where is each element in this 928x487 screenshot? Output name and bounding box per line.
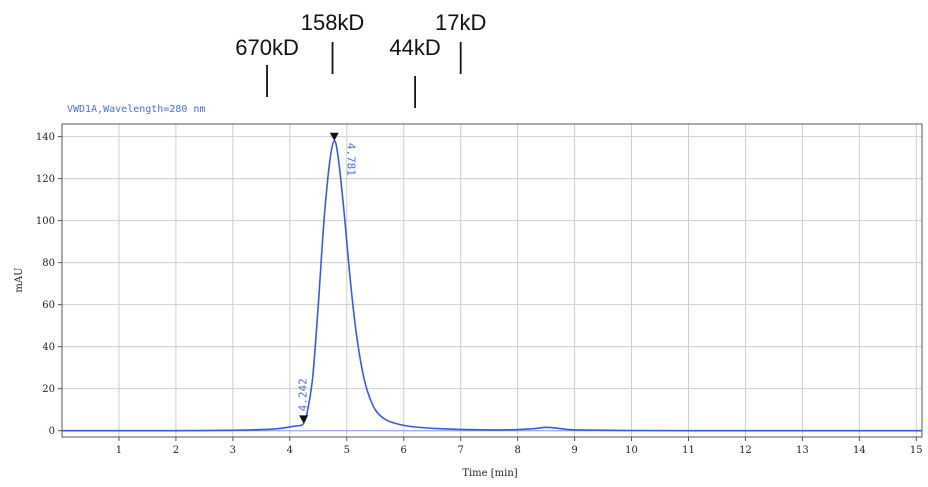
- x-tick-label: 8: [514, 445, 520, 456]
- x-tick-label: 5: [344, 445, 350, 456]
- y-axis-title: mAU: [14, 267, 25, 292]
- y-tick-label: 120: [36, 174, 55, 185]
- peak-marker: [329, 132, 339, 141]
- grid-layer: [62, 124, 922, 437]
- x-tick-label: 3: [230, 445, 236, 456]
- x-tick-label: 11: [682, 445, 695, 456]
- y-tick-label: 0: [49, 426, 55, 437]
- peak-marker: [299, 415, 309, 424]
- x-tick-label: 12: [739, 445, 752, 456]
- size-marker-label: 670kD: [235, 35, 299, 60]
- x-tick-label: 4: [287, 445, 293, 456]
- x-tick-label: 2: [173, 445, 179, 456]
- x-tick-label: 14: [853, 445, 866, 456]
- x-tick-label: 9: [571, 445, 577, 456]
- y-tick-label: 100: [36, 216, 55, 227]
- plot-frame: [61, 123, 923, 438]
- peak-layer: 4.242 4.781: [297, 132, 357, 424]
- x-tick-label: 7: [457, 445, 463, 456]
- x-tick-label: 1: [116, 445, 122, 456]
- peak-label: 4.781: [344, 143, 357, 176]
- size-marker-label: 17kD: [435, 10, 486, 35]
- series-layer: [61, 140, 922, 432]
- chromatogram-trace: [61, 140, 922, 432]
- y-tick-label: 40: [42, 342, 55, 353]
- peak-label: 4.242: [297, 378, 310, 411]
- y-tick-label: 140: [36, 132, 55, 143]
- x-tick-label: 15: [910, 445, 923, 456]
- signal-label: VWD1A,Wavelength=280 nm: [67, 104, 205, 115]
- y-tick-label: 60: [42, 300, 55, 311]
- x-tick-label: 6: [401, 445, 407, 456]
- x-axis-title: Time [min]: [462, 468, 517, 479]
- y-tick-label: 80: [42, 258, 55, 269]
- size-marker-label: 158kD: [301, 10, 365, 35]
- x-tick-label: 13: [796, 445, 809, 456]
- x-tick-label: 10: [625, 445, 638, 456]
- y-tick-label: 20: [42, 384, 55, 395]
- size-marker-label: 44kD: [389, 35, 440, 60]
